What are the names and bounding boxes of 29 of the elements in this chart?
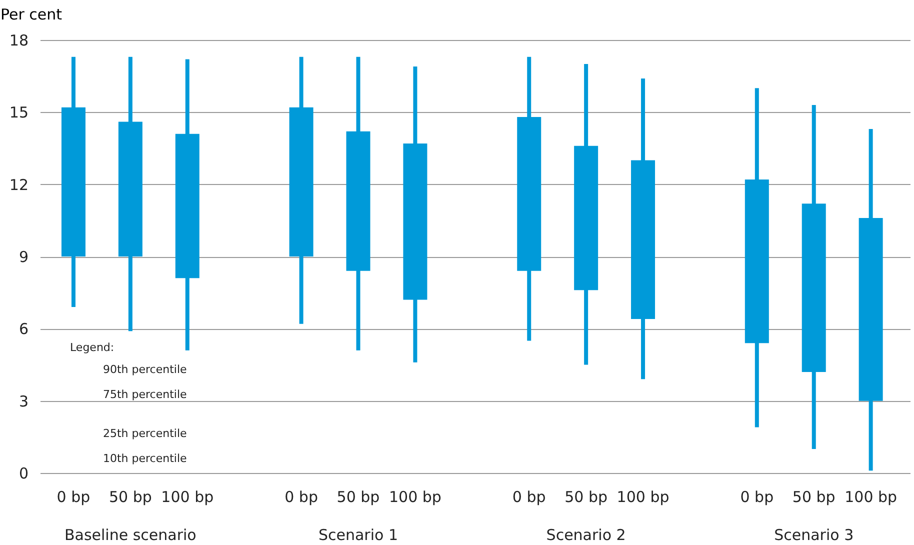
x-tick-label: 50 bp	[336, 488, 380, 506]
annotation: Legend:	[70, 341, 114, 354]
text: Scenario 3	[774, 526, 854, 544]
x-tick-label: 100 bp	[388, 488, 442, 506]
x-tick-label: 50 bp	[792, 488, 836, 506]
x-tick-label: 100 bp	[616, 488, 670, 506]
y-tick-label: 9	[18, 248, 28, 266]
x-tick-label: 0 bp	[56, 488, 90, 506]
x-tick-label: 0 bp	[740, 488, 774, 506]
annotation: 75th percentile	[103, 388, 188, 401]
y-tick-label: 6	[18, 320, 28, 338]
annotation: 90th percentile	[103, 363, 188, 376]
text: Baseline scenario	[64, 526, 196, 544]
x-tick-label: 50 bp	[108, 488, 152, 506]
y-tick-label: 12	[9, 176, 28, 194]
x-tick-label: 100 bp	[161, 488, 214, 506]
text: Scenario 1	[318, 526, 398, 544]
x-tick-label: 100 bp	[844, 488, 898, 506]
annotation: 10th percentile	[103, 452, 188, 465]
annotation: 25th percentile	[103, 427, 188, 440]
y-axis-title: Per cent	[0, 6, 62, 24]
text: Scenario 2	[546, 526, 626, 544]
x-tick-label: 0 bp	[512, 488, 546, 506]
y-tick-label: 3	[18, 392, 28, 410]
y-tick-label: 18	[9, 32, 28, 50]
x-tick-label: 0 bp	[284, 488, 318, 506]
x-tick-label: 50 bp	[564, 488, 608, 506]
y-tick-label: 0	[18, 464, 28, 482]
y-tick-label: 15	[9, 104, 28, 122]
